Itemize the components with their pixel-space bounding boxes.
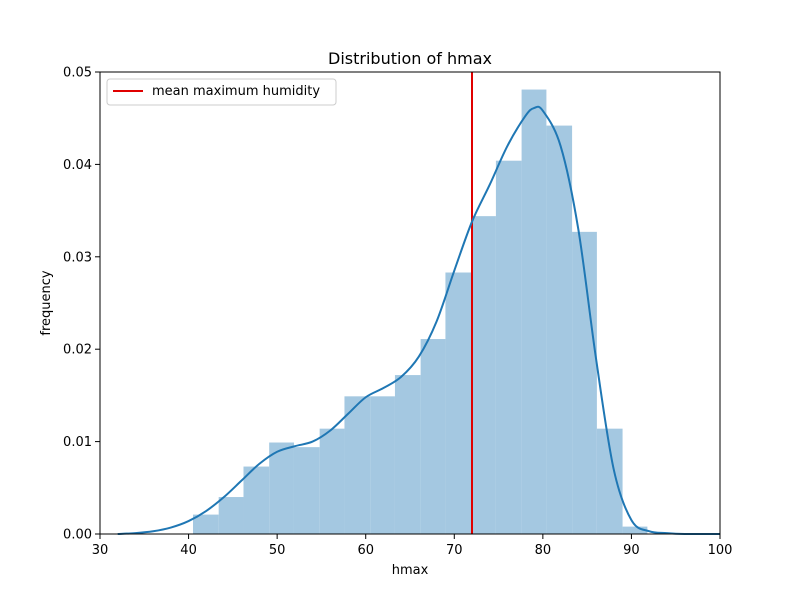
histogram-bar [193,514,219,534]
y-tick-label: 0.00 [63,528,92,543]
legend-label-mean: mean maximum humidity [152,84,320,99]
x-tick-label: 30 [92,543,109,558]
y-tick-label: 0.03 [63,250,92,265]
histogram-bar [521,89,547,534]
x-axis-label: hmax [392,563,429,578]
y-tick-label: 0.04 [63,158,92,173]
kde-layer [117,105,720,536]
histogram-bar [572,231,597,535]
histogram-bars [193,89,648,535]
x-tick-label: 90 [623,543,640,558]
histogram-bar [218,497,244,534]
histogram-bar [344,396,371,534]
histogram-bar [293,447,320,534]
histogram-bar [471,216,496,535]
y-axis-label: frequency [39,270,54,336]
kde-curve [117,105,720,536]
histogram-bar [495,160,522,535]
x-tick-label: 40 [180,543,197,558]
x-tick-label: 50 [269,543,286,558]
histogram-bar [243,466,270,534]
histogram-bar [622,526,648,534]
histogram-bar [445,272,472,534]
y-tick-label: 0.02 [63,343,92,358]
plot-frame [99,71,721,535]
chart-title: Distribution of hmax [328,49,492,68]
y-tick-label: 0.05 [63,66,92,81]
histogram-bar [370,396,395,534]
histogram-bar [269,442,294,534]
x-tick-label: 60 [357,543,374,558]
x-tick-label: 100 [708,543,733,558]
histogram-bar [319,428,345,534]
legend: mean maximum humidity [106,78,337,106]
y-axis-ticks: 0.00 0.01 0.02 0.03 0.04 0.05 [63,66,100,543]
y-tick-label: 0.01 [63,435,92,450]
legend-box [106,78,337,106]
histogram-bar [394,375,421,534]
histogram-bar [420,339,446,534]
x-tick-label: 70 [446,543,463,558]
histogram-bar [546,125,573,534]
x-tick-label: 80 [535,543,552,558]
x-axis-ticks: 30 40 50 60 70 80 90 100 [92,534,733,558]
